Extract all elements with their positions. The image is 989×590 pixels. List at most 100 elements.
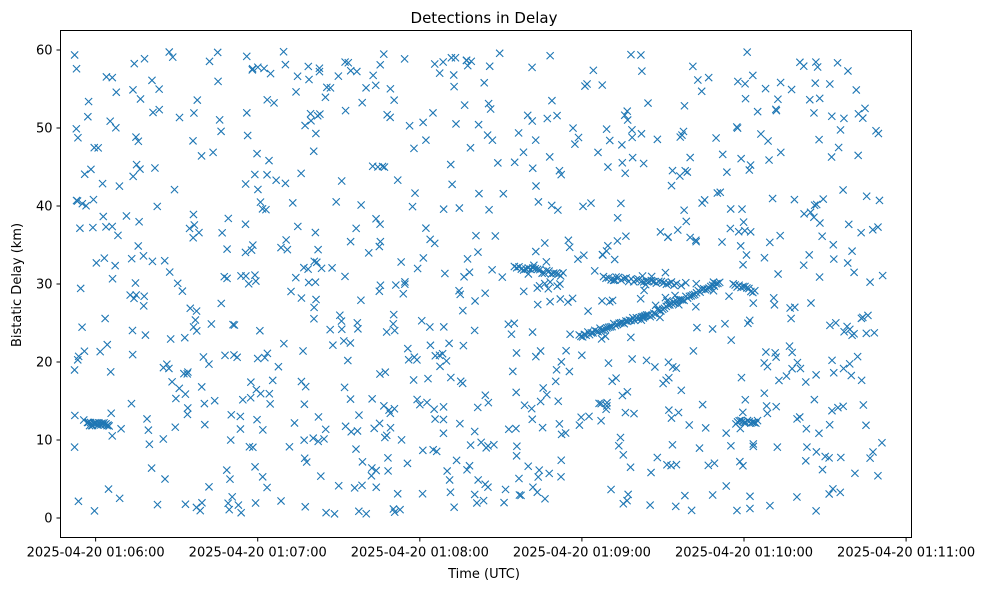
data-point [557, 357, 566, 366]
data-point [107, 409, 116, 418]
data-point [812, 506, 821, 515]
data-point [147, 76, 156, 85]
data-point [776, 231, 785, 240]
data-point [602, 125, 611, 134]
data-point [870, 328, 879, 337]
data-point [135, 217, 144, 226]
data-point [534, 473, 543, 481]
data-point [768, 194, 777, 203]
data-point [873, 223, 882, 232]
data-point [304, 62, 313, 71]
data-point [159, 435, 168, 443]
data-point [73, 197, 82, 206]
data-point [101, 222, 110, 231]
data-point [346, 395, 355, 404]
data-point [354, 507, 363, 516]
x-tick-label: 2025-04-20 01:08:00 [351, 546, 489, 561]
data-point [384, 466, 393, 475]
data-point [501, 485, 510, 494]
data-point [671, 502, 680, 511]
data-point [341, 58, 350, 67]
data-point [697, 87, 706, 96]
data-point [508, 367, 517, 376]
data-point [140, 292, 149, 301]
data-point [183, 403, 192, 412]
data-point [686, 233, 695, 242]
data-point [847, 371, 856, 380]
data-point [73, 133, 82, 142]
data-point [297, 377, 306, 386]
data-point [726, 224, 735, 233]
data-point [668, 440, 677, 449]
data-point [108, 222, 117, 231]
data-point [246, 393, 255, 402]
data-point [470, 490, 479, 499]
data-point [460, 101, 469, 110]
data-point [90, 143, 99, 152]
data-point [859, 400, 868, 409]
data-point [512, 348, 521, 357]
data-point [346, 338, 355, 347]
data-point [626, 463, 635, 472]
data-point [769, 293, 778, 302]
data-point [189, 108, 198, 117]
data-point [746, 227, 755, 236]
data-point [746, 492, 754, 501]
data-point [445, 339, 454, 348]
data-point [400, 277, 409, 286]
data-point [386, 423, 395, 432]
data-point [748, 71, 757, 80]
data-point [545, 469, 554, 478]
data-point [595, 399, 604, 408]
data-point [607, 485, 616, 494]
data-point [540, 279, 549, 288]
data-point [70, 443, 79, 452]
data-point [831, 318, 840, 327]
data-point [774, 270, 783, 279]
data-point [341, 106, 350, 115]
data-point [857, 228, 866, 237]
data-point [738, 408, 747, 417]
data-point [672, 460, 681, 469]
data-point [403, 459, 412, 468]
data-point [466, 441, 475, 450]
data-point [160, 256, 169, 265]
data-point [213, 48, 222, 57]
data-point [619, 499, 628, 508]
data-point [636, 51, 645, 59]
data-point [812, 370, 821, 379]
data-point [467, 57, 476, 66]
data-point [463, 465, 472, 474]
data-point [763, 409, 772, 418]
data-point [531, 136, 540, 145]
data-point [662, 280, 671, 289]
data-point [782, 372, 791, 381]
data-point [418, 446, 427, 455]
data-point [150, 163, 159, 172]
data-point [608, 377, 617, 386]
data-point [313, 111, 322, 120]
data-point [557, 456, 566, 465]
data-point [260, 64, 269, 73]
data-point [586, 199, 595, 208]
data-point [718, 237, 726, 246]
data-point [300, 436, 309, 445]
data-point [531, 352, 540, 361]
data-point [455, 286, 464, 295]
data-point [330, 509, 339, 518]
data-point [132, 290, 141, 299]
data-point [309, 314, 318, 323]
data-point [845, 359, 854, 368]
data-point [474, 120, 483, 129]
data-point [556, 295, 565, 304]
data-point [531, 247, 540, 256]
data-point [485, 205, 494, 214]
data-point [809, 108, 818, 117]
y-tick-label: 50 [36, 122, 53, 137]
data-point [598, 251, 607, 259]
data-point [818, 232, 827, 241]
data-point [320, 434, 328, 443]
data-point [623, 116, 632, 125]
data-point [605, 297, 614, 306]
